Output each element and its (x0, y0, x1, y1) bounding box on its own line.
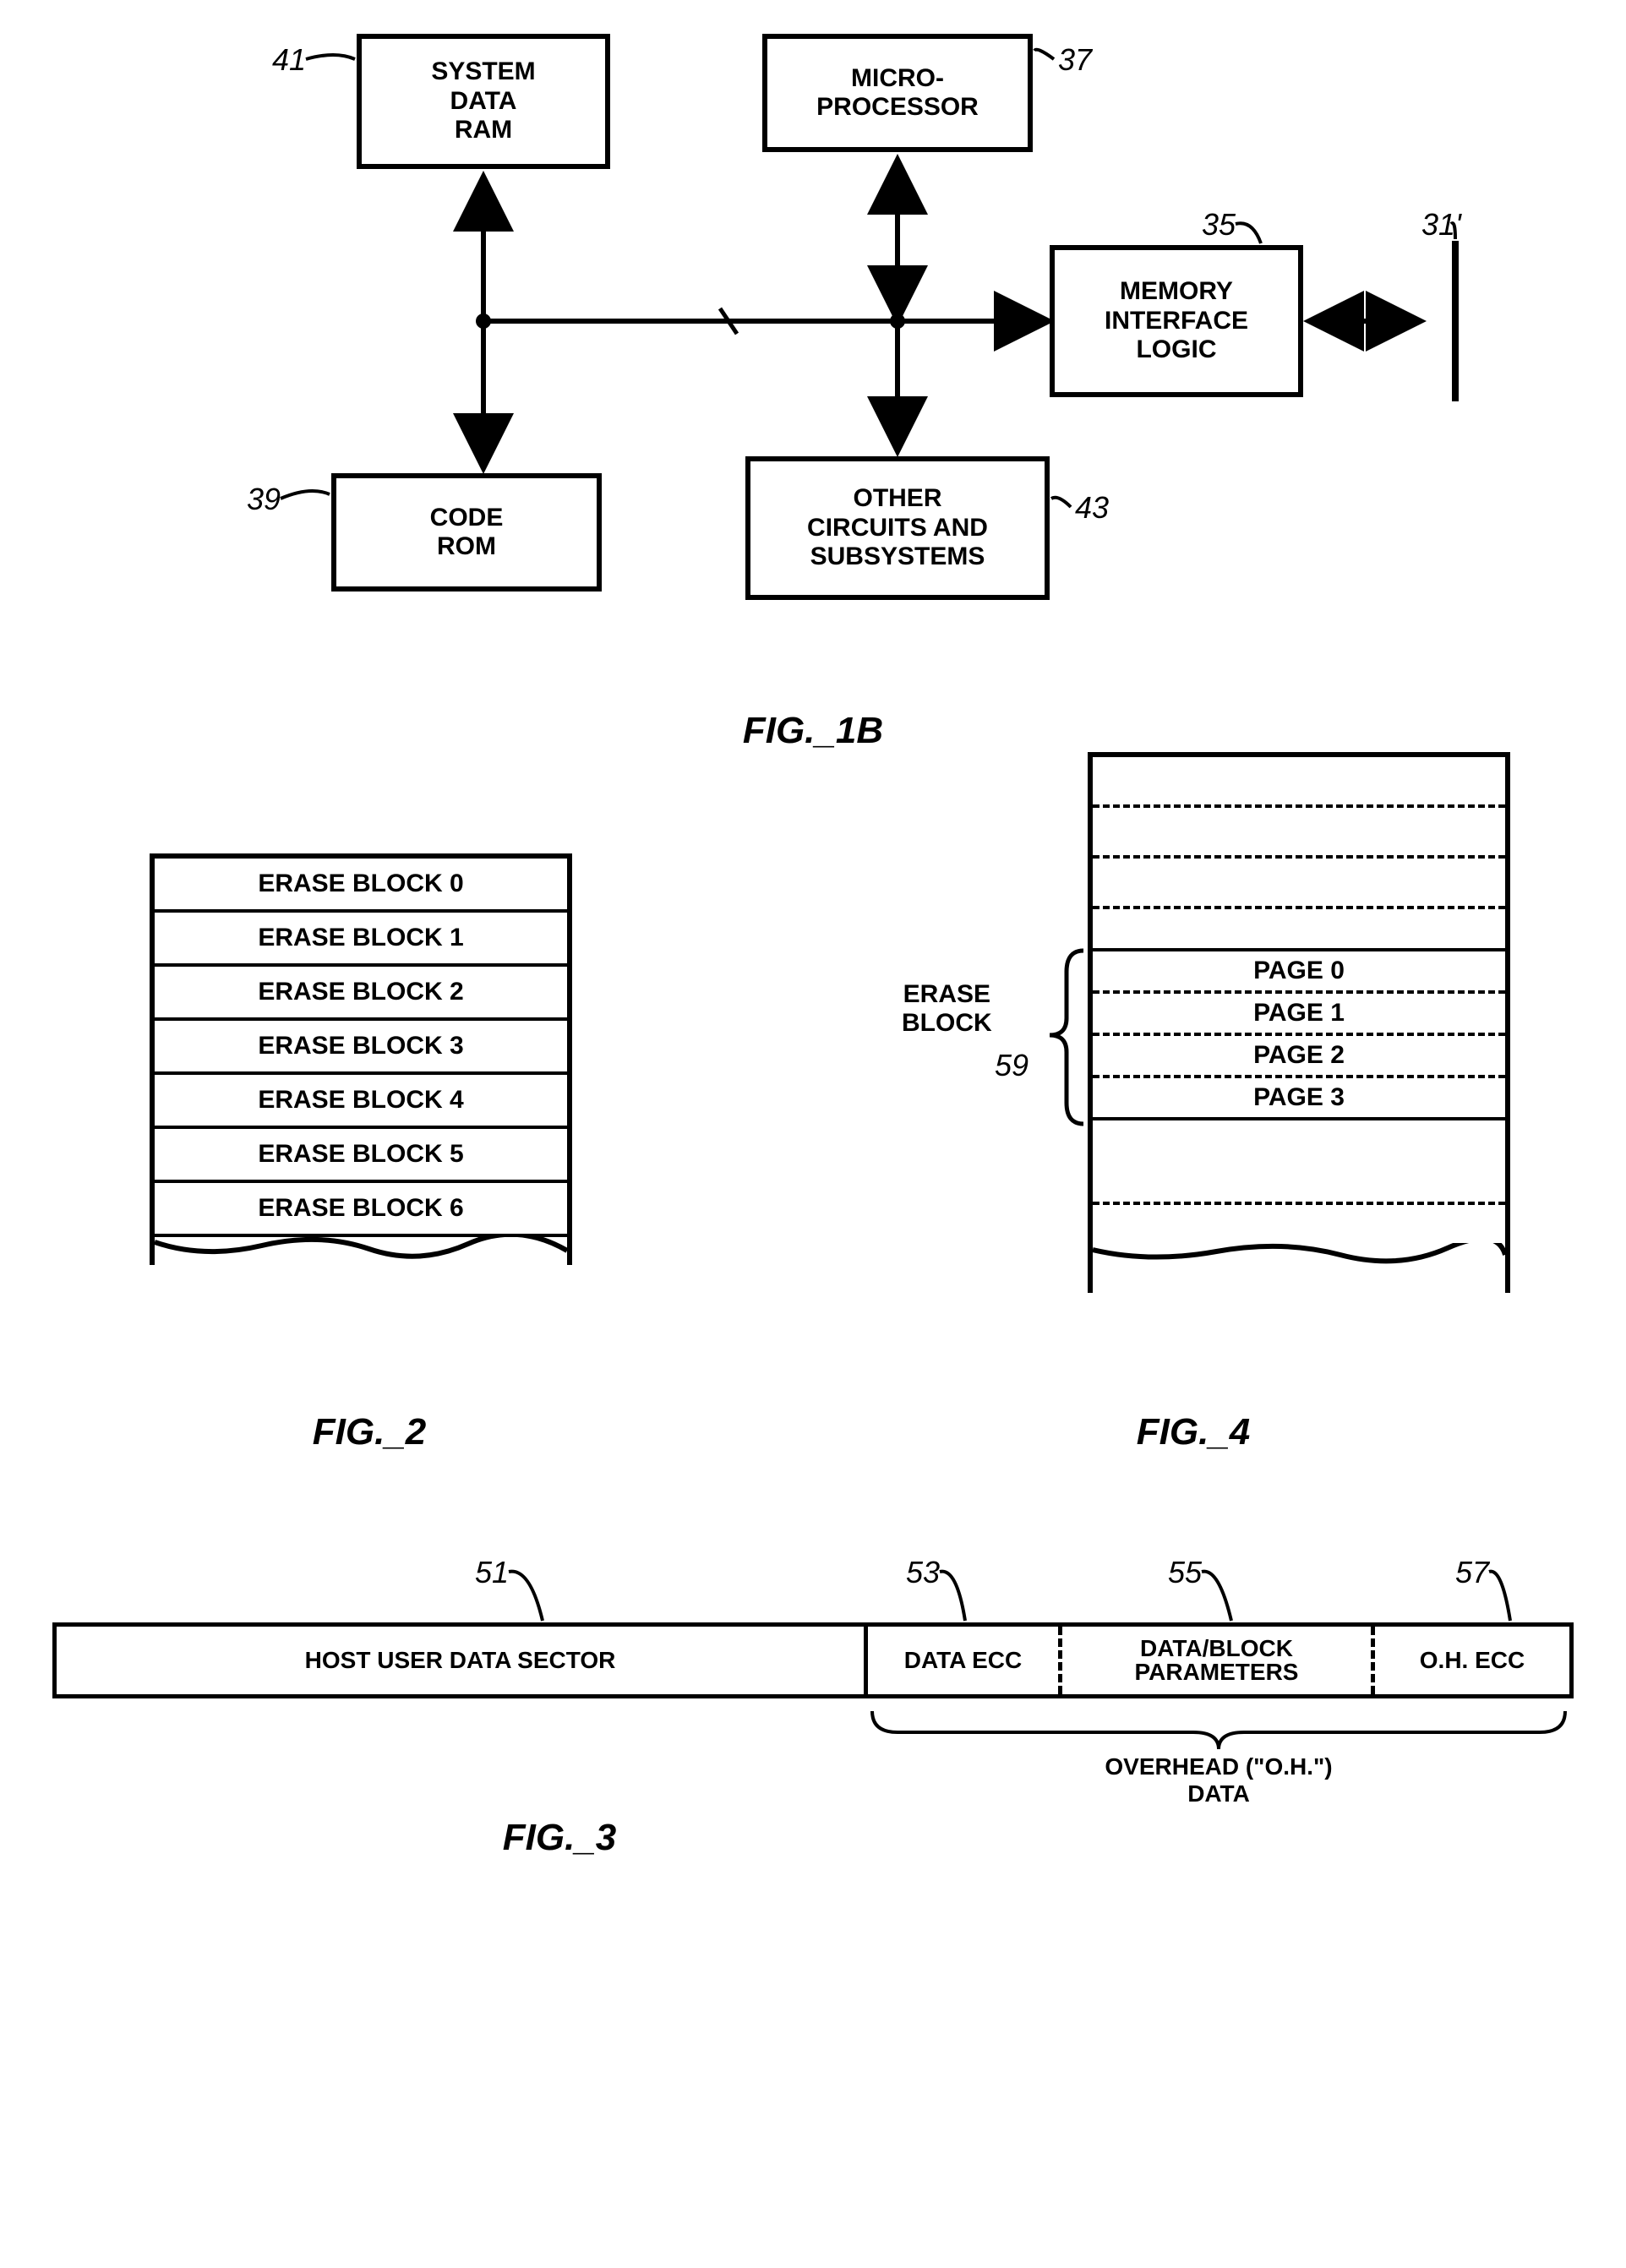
erase-row: ERASE BLOCK 5 (155, 1129, 567, 1183)
fig2-canvas: ERASE BLOCK 0 ERASE BLOCK 1 ERASE BLOCK … (74, 853, 665, 1394)
block-other-circuits: OTHER CIRCUITS AND SUBSYSTEMS (745, 456, 1050, 600)
block-microprocessor: MICRO- PROCESSOR (762, 34, 1033, 152)
overhead-data-label: OVERHEAD ("O.H.") DATA (1050, 1753, 1388, 1807)
ref-51: 51 (475, 1555, 509, 1590)
erase-block-brace-label: ERASE BLOCK (902, 980, 992, 1038)
fig4-title: FIG._4 (834, 1411, 1552, 1453)
fig4-gap (1093, 909, 1505, 951)
fig1b-canvas: SYSTEM DATA RAM 41 MICRO- PROCESSOR 37 M… (137, 34, 1489, 710)
fig4-upper-dash (1093, 859, 1505, 909)
erase-row: ERASE BLOCK 1 (155, 913, 567, 967)
fig4-lower-dash (1093, 1159, 1505, 1205)
figure-3: 51 53 55 57 HOST USER DATA SECTOR DATA E… (34, 1521, 1592, 1859)
ref-55: 55 (1168, 1555, 1202, 1590)
figure-1b: SYSTEM DATA RAM 41 MICRO- PROCESSOR 37 M… (34, 34, 1592, 752)
page-row: PAGE 3 (1093, 1078, 1505, 1120)
ref-35: 35 (1202, 207, 1236, 243)
block-memory-interface-logic: MEMORY INTERFACE LOGIC (1050, 245, 1303, 397)
erase-row: ERASE BLOCK 6 (155, 1183, 567, 1237)
fig2-fig4-row: ERASE BLOCK 0 ERASE BLOCK 1 ERASE BLOCK … (34, 853, 1592, 1453)
erase-row: ERASE BLOCK 3 (155, 1021, 567, 1075)
fig2-title: FIG._2 (74, 1411, 665, 1453)
wavy-edge (155, 1237, 567, 1261)
ref-41: 41 (272, 42, 306, 78)
erase-row: ERASE BLOCK 2 (155, 967, 567, 1021)
figure-2: ERASE BLOCK 0 ERASE BLOCK 1 ERASE BLOCK … (74, 853, 665, 1453)
erase-row: ERASE BLOCK 4 (155, 1075, 567, 1129)
erase-row: ERASE BLOCK 0 (155, 859, 567, 913)
ref-31-prime: 31' (1421, 207, 1461, 243)
ref-59: 59 (995, 1048, 1029, 1083)
cell-data-block-params: DATA/BLOCK PARAMETERS (1062, 1627, 1375, 1694)
page-row: PAGE 0 (1093, 951, 1505, 994)
fig1b-title: FIG._1B (34, 710, 1592, 752)
figure-4: PAGE 0 PAGE 1 PAGE 2 PAGE 3 ERASE BLOCK … (834, 853, 1552, 1453)
ref-57: 57 (1455, 1555, 1489, 1590)
fig4-gap (1093, 1120, 1505, 1159)
block-system-data-ram: SYSTEM DATA RAM (357, 34, 610, 169)
ref-37: 37 (1058, 42, 1092, 78)
fig4-upper-dash (1093, 808, 1505, 859)
wavy-edge (1093, 1243, 1505, 1267)
fig3-sector-bar: HOST USER DATA SECTOR DATA ECC DATA/BLOC… (52, 1622, 1574, 1698)
ref-53: 53 (906, 1555, 940, 1590)
fig4-canvas: PAGE 0 PAGE 1 PAGE 2 PAGE 3 ERASE BLOCK … (834, 853, 1552, 1394)
fig3-canvas: 51 53 55 57 HOST USER DATA SECTOR DATA E… (52, 1521, 1574, 1808)
page-row: PAGE 1 (1093, 994, 1505, 1036)
ref-43: 43 (1075, 490, 1109, 526)
erase-block-table: ERASE BLOCK 0 ERASE BLOCK 1 ERASE BLOCK … (150, 853, 572, 1265)
fig4-gap (1093, 1205, 1505, 1243)
fig4-upper-dash (1093, 757, 1505, 808)
block-code-rom: CODE ROM (331, 473, 602, 592)
fig3-title: FIG._3 (34, 1817, 1592, 1859)
cell-data-ecc: DATA ECC (868, 1627, 1062, 1694)
cell-host-user-data: HOST USER DATA SECTOR (57, 1627, 868, 1694)
ref-39: 39 (247, 482, 281, 517)
page-row: PAGE 2 (1093, 1036, 1505, 1078)
cell-oh-ecc: O.H. ECC (1375, 1627, 1569, 1694)
fig4-memory-column: PAGE 0 PAGE 1 PAGE 2 PAGE 3 (1088, 752, 1510, 1293)
